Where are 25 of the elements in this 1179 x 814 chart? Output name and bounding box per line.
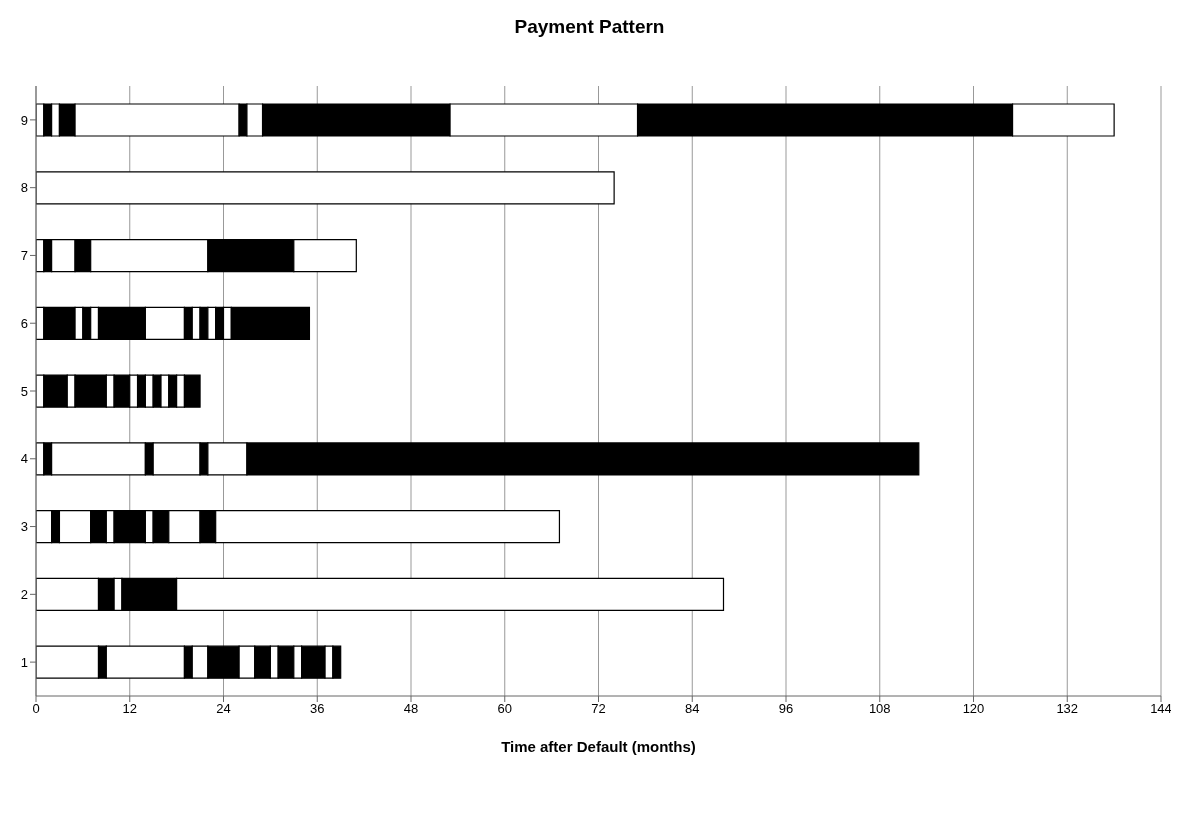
bar: [36, 171, 615, 205]
x-tick-label: 60: [497, 701, 512, 717]
x-tick-label: 72: [591, 701, 606, 717]
x-tick-label: 96: [778, 701, 794, 717]
x-tick-label: 24: [216, 701, 231, 717]
x-tick-label: 84: [685, 701, 700, 717]
x-tick-label: 144: [1150, 701, 1172, 717]
x-axis-title: Time after Default (months): [501, 737, 696, 755]
y-tick-label: 3: [20, 519, 28, 535]
x-tick-label: 120: [962, 701, 985, 717]
x-tick-label: 132: [1056, 701, 1079, 717]
x-tick-label: 48: [403, 701, 419, 717]
y-tick-label: 8: [20, 180, 28, 196]
y-tick-label: 5: [20, 383, 28, 399]
x-tick-label: 12: [122, 701, 137, 717]
y-tick-label: 4: [20, 451, 28, 467]
y-tick-label: 1: [20, 654, 28, 670]
y-tick-label: 9: [20, 112, 28, 128]
y-tick-label: 6: [20, 315, 28, 331]
x-tick-label: 0: [32, 701, 40, 717]
y-tick-label: 2: [20, 586, 28, 602]
x-tick-label: 108: [868, 701, 891, 717]
y-tick-label: 7: [20, 248, 28, 264]
x-tick-label: 36: [310, 701, 325, 717]
chart-title: Payment Pattern: [513, 15, 666, 39]
